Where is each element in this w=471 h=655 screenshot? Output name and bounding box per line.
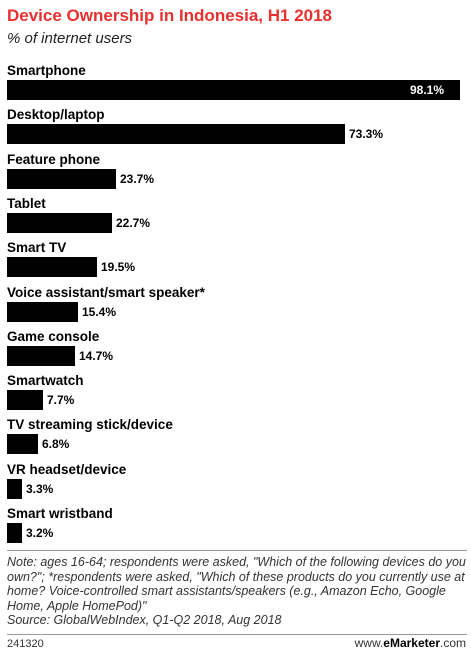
category-label: Smart wristband [7,506,113,521]
chart-subtitle: % of internet users [7,30,133,47]
source-text: Source: GlobalWebIndex, Q1-Q2 2018, Aug … [7,613,282,627]
value-label: 98.1% [410,83,445,97]
value-label: 3.2% [26,526,54,540]
bar [7,345,75,366]
category-label: Smart TV [7,240,67,256]
value-label: 14.7% [79,348,114,363]
brand-name: eMarketer [383,636,440,650]
value-label: 73.3% [349,127,384,142]
chart-note: Note: ages 16-64; respondents were asked… [7,555,467,628]
value-label: 6.8% [42,437,70,452]
category-label: Game console [7,328,100,344]
bar [7,80,460,100]
bar [7,301,78,322]
bar-chart: Smartphone 98.1% Desktop/laptop 73.3% Featur… [7,63,460,543]
value-label: 19.5% [101,260,136,275]
value-label: 7.7% [47,393,75,408]
chart-title: Device Ownership in Indonesia, H1 2018 [7,6,333,25]
bar [7,212,112,233]
category-label: Tablet [7,195,46,211]
note-text: Note: ages 16-64; respondents were asked… [7,555,466,613]
bar [7,168,116,189]
category-label: TV streaming stick/device [7,417,173,433]
category-label: Smartphone [7,63,86,78]
bar [7,124,345,145]
brand-logo[interactable]: www.eMarketer.com [355,636,466,650]
bar [7,523,22,543]
bar [7,478,22,499]
value-label: 23.7% [120,171,155,186]
value-label: 22.7% [116,215,151,230]
category-label: Smartwatch [7,373,84,389]
category-label: VR headset/device [7,461,127,477]
footer-divider [7,634,467,635]
value-label: 15.4% [82,304,117,319]
note-divider [7,550,467,551]
value-label: 3.3% [26,481,54,496]
bar [7,390,43,411]
category-label: Desktop/laptop [7,107,105,123]
bar [7,257,97,278]
category-label: Voice assistant/smart speaker* [7,284,205,300]
category-label: Feature phone [7,151,101,167]
brand-suffix: .com [439,636,466,650]
bar [7,434,38,455]
chart-id: 241320 [7,638,44,650]
brand-prefix: www. [354,636,384,650]
